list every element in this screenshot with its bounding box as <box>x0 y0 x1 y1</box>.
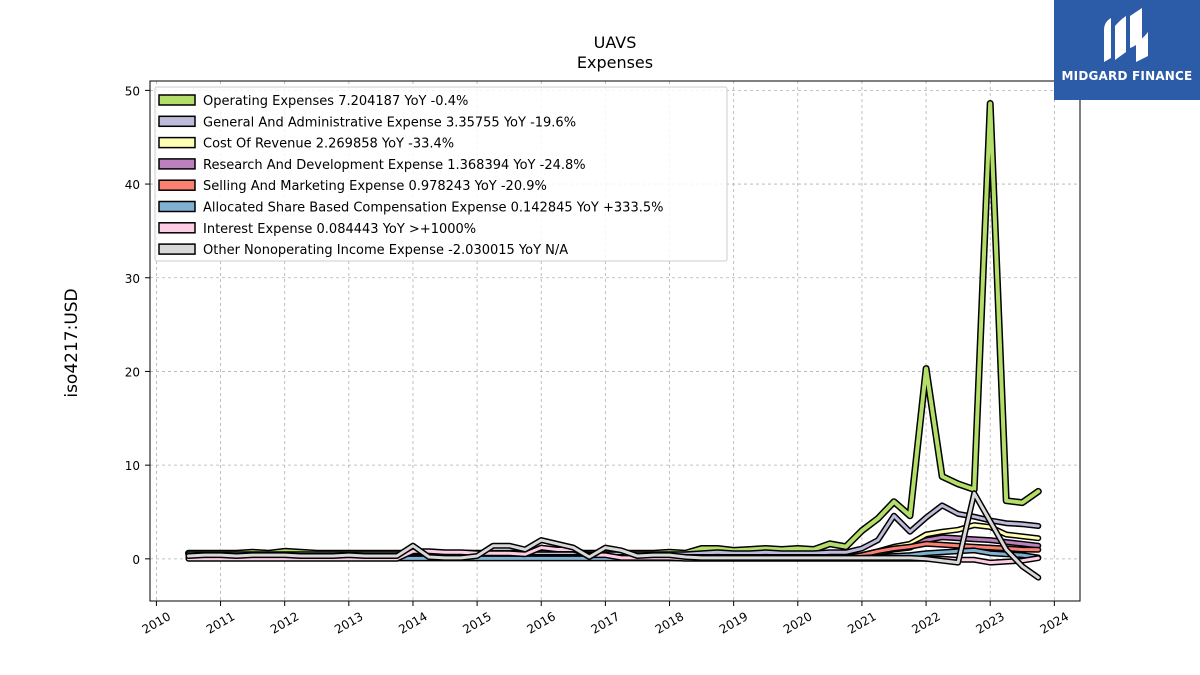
legend-entry-3: Research And Development Expense 1.36839… <box>203 158 586 173</box>
legend-entry-7: Other Nonoperating Income Expense -2.030… <box>203 243 568 258</box>
y-axis-label: iso4217:USD <box>62 288 82 397</box>
x-tick-label: 2015 <box>460 609 493 636</box>
x-tick-label: 2021 <box>845 609 878 636</box>
x-tick-label: 2010 <box>140 609 173 636</box>
legend-entry-2: Cost Of Revenue 2.269858 YoY -33.4% <box>203 137 454 152</box>
legend-swatch-1 <box>158 115 196 128</box>
x-tick-label: 2024 <box>1038 609 1071 636</box>
y-tick-label: 0 <box>132 553 140 567</box>
brand-name: MIDGARD FINANCE <box>1061 69 1193 83</box>
legend-box <box>154 86 728 262</box>
legend-entry-4: Selling And Marketing Expense 0.978243 Y… <box>203 179 547 194</box>
x-tick-label: 2012 <box>268 609 301 636</box>
plot-frame <box>149 80 1081 602</box>
x-tick-label: 2016 <box>525 609 558 636</box>
x-tick-label: 2020 <box>781 609 814 636</box>
legend-swatch-5 <box>158 200 196 213</box>
legend-swatch-2 <box>158 136 196 149</box>
x-tick-label: 2013 <box>332 609 365 636</box>
legend-entry-5: Allocated Share Based Compensation Expen… <box>203 201 663 216</box>
legend: Operating Expenses 7.204187 YoY -0.4% Gen… <box>154 86 728 262</box>
legend-entry-6: Interest Expense 0.084443 YoY >+1000% <box>203 222 476 237</box>
chart-title: UAVS <box>594 33 637 52</box>
series-lines <box>185 100 1042 581</box>
legend-entry-0: Operating Expenses 7.204187 YoY -0.4% <box>203 94 468 109</box>
brand-logo: MIDGARD FINANCE <box>1054 0 1200 100</box>
x-tick-label: 2022 <box>909 609 942 636</box>
x-tick-label: 2023 <box>973 609 1006 636</box>
x-tick-label: 2014 <box>396 609 429 636</box>
series-line-7 <box>187 491 1040 580</box>
chart-subtitle: Expenses <box>577 53 653 72</box>
y-tick-label: 20 <box>125 365 140 379</box>
x-tick-label: 2011 <box>204 609 237 636</box>
x-tick-label: 2017 <box>589 609 622 636</box>
y-tick-label: 50 <box>125 84 140 98</box>
legend-swatch-3 <box>158 158 196 170</box>
y-tick-label: 40 <box>125 178 140 192</box>
mf-monogram-icon <box>1104 8 1148 62</box>
legend-swatch-7 <box>158 243 196 255</box>
x-tick-label: 2019 <box>717 609 750 636</box>
x-tick-label: 2018 <box>653 609 686 636</box>
legend-entry-1: General And Administrative Expense 3.357… <box>203 115 576 130</box>
y-tick-label: 30 <box>125 272 140 286</box>
y-tick-label: 10 <box>125 459 140 473</box>
legend-swatch-0 <box>158 94 196 106</box>
legend-swatch-4 <box>158 179 196 191</box>
legend-swatch-6 <box>158 222 196 234</box>
